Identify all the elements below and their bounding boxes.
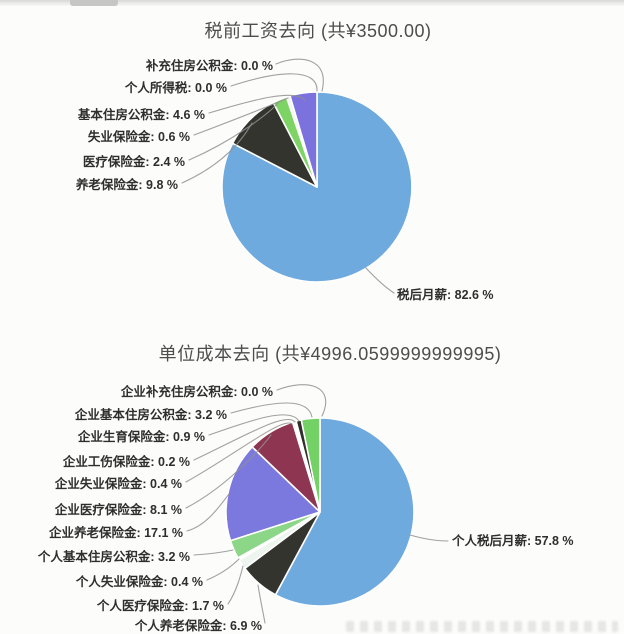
leader-line xyxy=(188,102,279,161)
chart2-title: 单位成本去向 (共¥4996.0599999999995) xyxy=(158,344,502,364)
pie-slice-label: 医疗保险金: 2.4 % xyxy=(82,155,185,169)
leader-line xyxy=(409,534,449,542)
leader-line xyxy=(230,73,318,92)
pie-slice-label: 个人税后月薪: 57.8 % xyxy=(452,534,574,548)
chart1-title: 税前工资去向 (共¥3500.00) xyxy=(204,21,432,41)
leader-line xyxy=(276,384,327,417)
pie-slice-label: 企业生育保险金: 0.9 % xyxy=(77,430,205,444)
leader-line xyxy=(257,584,266,624)
leader-line xyxy=(181,122,253,184)
leader-line xyxy=(275,58,324,92)
leader-line xyxy=(185,422,293,483)
pie-slice-label: 养老保险金: 9.8 % xyxy=(75,178,178,192)
pie-slice-label: 个人养老保险金: 6.9 % xyxy=(134,619,262,633)
leader-line xyxy=(186,493,230,532)
pie-slice-label: 企业工伤保险金: 0.2 % xyxy=(62,455,190,469)
leader-line xyxy=(185,434,272,509)
leader-line xyxy=(208,94,306,114)
top-strip-shadow xyxy=(70,0,118,6)
leader-line xyxy=(208,414,300,436)
pie-slice-label: 企业失业保险金: 0.4 % xyxy=(54,477,182,491)
top-gray-strip xyxy=(0,0,624,6)
leader-line xyxy=(365,267,395,294)
pie-slice-label: 个人基本住房公积金: 3.2 % xyxy=(37,550,190,564)
leader-line xyxy=(193,97,289,136)
pie-slice xyxy=(225,446,321,542)
faint-watermark xyxy=(346,621,618,632)
pie-slice-label: 企业养老保险金: 17.1 % xyxy=(48,526,183,540)
pie-slice-label: 个人医疗保险金: 1.7 % xyxy=(96,599,224,613)
leader-line xyxy=(227,565,244,605)
pie-slice-label: 企业补充住房公积金: 0.0 % xyxy=(120,385,273,399)
pie-slice-label: 失业保险金: 0.6 % xyxy=(87,130,190,144)
pie-slice-label: 基本住房公积金: 4.6 % xyxy=(77,108,205,122)
pie-slice-label: 补充住房公积金: 0.0 % xyxy=(145,59,273,73)
leader-line xyxy=(230,402,313,418)
leader-line xyxy=(193,549,234,556)
pie-slice-label: 企业医疗保险金: 8.1 % xyxy=(54,503,182,517)
leader-line xyxy=(193,418,296,461)
pie-slice-label: 个人失业保险金: 0.4 % xyxy=(75,575,203,589)
pie-slice-label: 税后月薪: 82.6 % xyxy=(397,288,494,302)
pie-slice-label: 企业基本住房公积金: 3.2 % xyxy=(74,408,227,422)
leader-line xyxy=(206,558,240,581)
pie-slice-label: 个人所得税: 0.0 % xyxy=(124,81,227,95)
